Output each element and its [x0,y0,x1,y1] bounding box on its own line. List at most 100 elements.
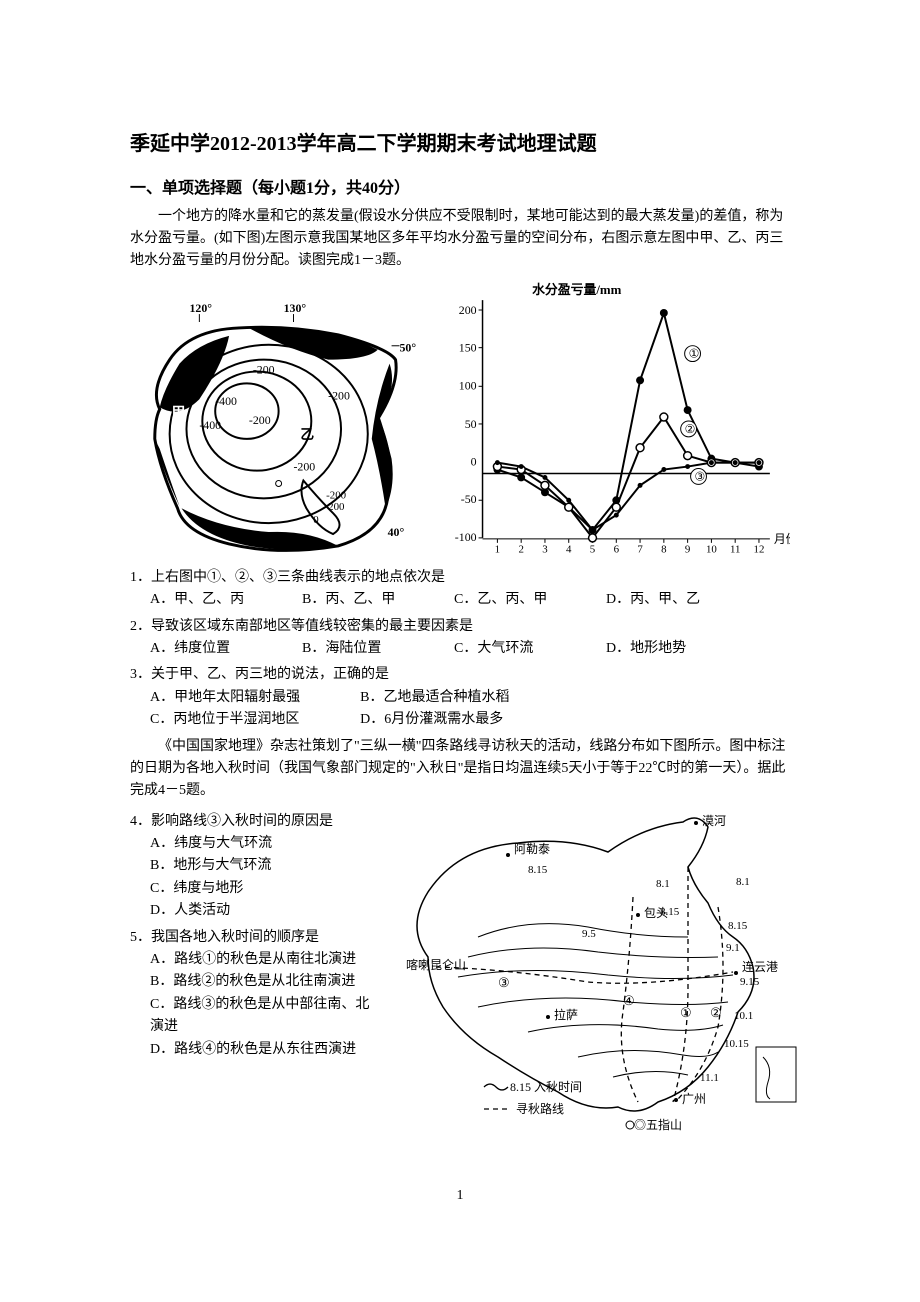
svg-text:8.1: 8.1 [656,878,670,890]
q1-optC: C．乙、丙、甲 [454,589,574,611]
q2-optC: C．大气环流 [454,638,574,660]
q4-optC: C．纬度与地形 [150,878,380,900]
q4-optA: A．纬度与大气环流 [150,833,380,855]
svg-text:200: 200 [328,501,345,513]
q4-optD: D．人类活动 [150,900,380,922]
q1-stem: 1．上右图中①、②、③三条曲线表示的地点依次是 [130,567,790,589]
figures-group-1: 120° 130° 50° 40° -200 -400 -400 -200 -2… [130,279,790,559]
svg-text:0: 0 [313,514,319,526]
contour-map-figure: 120° 130° 50° 40° -200 -400 -400 -200 -2… [130,299,417,559]
svg-text:月份: 月份 [774,532,790,546]
q3-optC: C．丙地位于半湿润地区 [150,709,300,731]
q5-stem: 5．我国各地入秋时间的顺序是 [130,927,380,949]
question-5: 5．我国各地入秋时间的顺序是 A．路线①的秋色是从南往北演进 B．路线②的秋色是… [130,927,380,1061]
svg-text:11: 11 [730,544,740,556]
svg-text:③: ③ [498,975,510,990]
svg-text:喀喇昆仑山: 喀喇昆仑山 [406,957,466,972]
section-heading: 一、单项选择题（每小题1分，共40分） [130,176,790,202]
svg-text:12: 12 [754,544,765,556]
china-map-figure: ① ② ③ ④ 漠河 阿勒泰 喀喇昆仑山 包头 拉萨 连云港 广州 ◎五指山 8… [388,807,798,1137]
svg-text:寻秋路线: 寻秋路线 [516,1101,564,1116]
svg-text:水分盈亏量/mm: 水分盈亏量/mm [532,282,622,297]
svg-text:广州: 广州 [682,1092,706,1106]
q2-stem: 2．导致该区域东南部地区等值线较密集的最主要因素是 [130,616,790,638]
q5-optA: A．路线①的秋色是从南往北演进 [150,949,380,971]
svg-text:11.1: 11.1 [700,1072,719,1084]
svg-text:甲: 甲 [172,405,186,421]
svg-text:-200: -200 [293,459,315,473]
page-number: 1 [130,1185,790,1207]
question-2: 2．导致该区域东南部地区等值线较密集的最主要因素是 A．纬度位置 B．海陆位置 … [130,616,790,661]
svg-text:-100: -100 [455,530,477,544]
question-4: 4．影响路线③入秋时间的原因是 A．纬度与大气环流 B．地形与大气环流 C．纬度… [130,811,380,923]
svg-text:-400: -400 [199,418,221,432]
svg-text:3: 3 [543,544,549,556]
q2-optA: A．纬度位置 [150,638,270,660]
q1-optB: B．丙、乙、甲 [302,589,422,611]
svg-text:①: ① [680,1005,692,1020]
q1-optD: D．丙、甲、乙 [606,589,726,611]
svg-text:拉萨: 拉萨 [554,1007,578,1022]
svg-text:-200: -200 [326,489,346,501]
svg-text:6: 6 [614,544,620,556]
svg-text:④: ④ [623,993,635,1008]
q4-stem: 4．影响路线③入秋时间的原因是 [130,811,380,833]
svg-text:120°: 120° [189,301,212,315]
line-chart-figure: 水分盈亏量/mm 月份 200 150 100 50 0 -50 -100 1 … [433,279,790,559]
svg-text:9.15: 9.15 [740,976,760,988]
page-title: 季延中学2012-2013学年高二下学期期末考试地理试题 [130,128,790,160]
svg-text:-200: -200 [249,413,271,427]
q3-optB: B．乙地最适合种植水稻 [360,687,509,709]
q3-optD: D．6月份灌溉需水最多 [360,709,509,731]
question-3: 3．关于甲、乙、丙三地的说法，正确的是 A．甲地年太阳辐射最强 C．丙地位于半湿… [130,664,790,731]
q45-block: 4．影响路线③入秋时间的原因是 A．纬度与大气环流 B．地形与大气环流 C．纬度… [130,807,790,1145]
svg-text:②: ② [685,422,696,436]
svg-text:150: 150 [459,340,477,354]
svg-text:9.1: 9.1 [726,942,740,954]
q1-optA: A．甲、乙、丙 [150,589,270,611]
q4-optB: B．地形与大气环流 [150,855,380,877]
svg-text:200: 200 [459,303,477,317]
svg-text:8: 8 [661,544,667,556]
svg-text:4: 4 [566,544,572,556]
q3-optA: A．甲地年太阳辐射最强 [150,687,300,709]
q3-stem: 3．关于甲、乙、丙三地的说法，正确的是 [130,664,790,686]
svg-text:连云港: 连云港 [742,959,778,974]
svg-text:10.15: 10.15 [724,1038,749,1050]
svg-text:◎五指山: ◎五指山 [634,1117,682,1132]
svg-text:8.1: 8.1 [736,876,750,888]
q5-optC: C．路线③的秋色是从中部往南、北演进 [150,994,380,1039]
svg-text:9: 9 [685,544,690,556]
svg-text:7: 7 [638,544,644,556]
svg-text:-200: -200 [253,362,275,376]
svg-text:8.15 入秋时间: 8.15 入秋时间 [510,1080,582,1094]
svg-text:-200: -200 [328,388,350,402]
svg-text:乙: 乙 [300,427,314,443]
svg-text:-50: -50 [461,492,477,506]
svg-text:9.5: 9.5 [582,928,596,940]
svg-text:0: 0 [471,454,477,468]
svg-text:100: 100 [459,378,477,392]
svg-text:②: ② [710,1005,722,1020]
svg-text:5: 5 [590,544,596,556]
svg-text:阿勒泰: 阿勒泰 [514,842,550,856]
q5-optD: D．路线④的秋色是从东往西演进 [150,1039,380,1061]
svg-text:50: 50 [465,417,477,431]
svg-text:①: ① [689,346,700,360]
intro-paragraph-2: 《中国国家地理》杂志社策划了"三纵一横"四条路线寻访秋天的活动，线路分布如下图所… [130,736,790,803]
svg-text:-400: -400 [215,394,237,408]
svg-text:10: 10 [706,544,717,556]
svg-text:8.15: 8.15 [660,906,680,918]
svg-text:漠河: 漠河 [702,814,726,828]
question-1: 1．上右图中①、②、③三条曲线表示的地点依次是 A．甲、乙、丙 B．丙、乙、甲 … [130,567,790,612]
svg-text:10.1: 10.1 [734,1010,753,1022]
intro-paragraph-1: 一个地方的降水量和它的蒸发量(假设水分供应不受限制时，某地可能达到的最大蒸发量)… [130,206,790,273]
svg-text:50°: 50° [399,340,416,354]
svg-text:1: 1 [495,544,500,556]
svg-text:8.15: 8.15 [528,864,548,876]
svg-text:40°: 40° [388,525,405,539]
svg-text:8.15: 8.15 [728,920,748,932]
svg-text:2: 2 [519,544,524,556]
q5-optB: B．路线②的秋色是从北往南演进 [150,971,380,993]
svg-text:130°: 130° [284,301,307,315]
